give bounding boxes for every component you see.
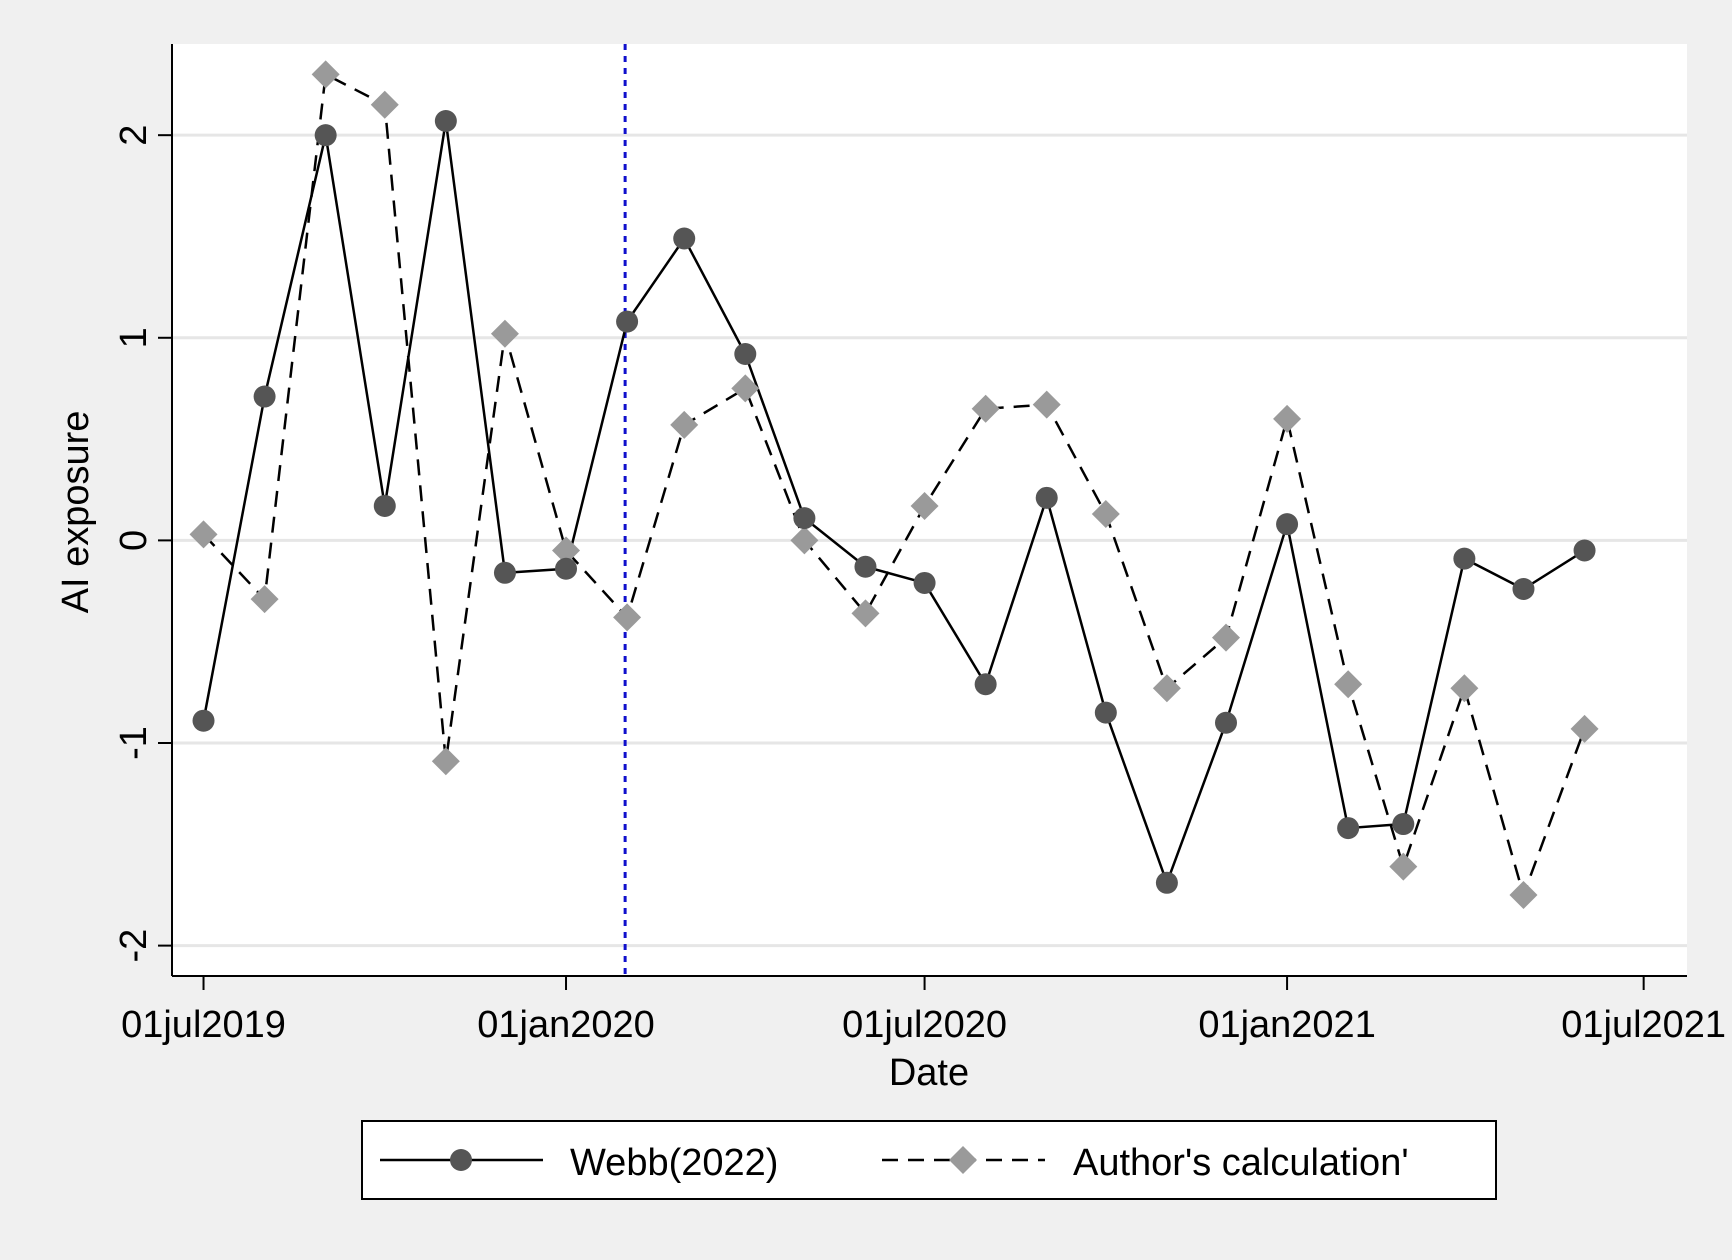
legend-key-marker-webb [450,1149,472,1171]
data-point-webb [854,555,877,578]
data-point-author [613,603,642,632]
data-point-author [189,520,218,549]
data-point-author [311,60,340,89]
data-point-author [1389,852,1418,881]
legend-key-marker-author [949,1146,977,1174]
series-line-author [202,72,1586,899]
data-point-author [370,90,399,119]
data-point-author [552,536,581,565]
x-tick-label: 01jul2020 [842,1004,1007,1046]
legend-keys [380,1146,1045,1174]
data-point-webb [673,227,696,250]
data-point-author [1273,404,1302,433]
data-point-author [1152,674,1181,703]
y-tick-label: 2 [113,125,155,146]
data-point-webb [974,673,997,696]
data-point-author [790,526,819,555]
data-point-author [431,747,460,776]
data-point-webb [314,124,337,147]
y-tick-label: 1 [113,327,155,348]
x-tick-label: 01jan2020 [477,1004,655,1046]
y-tick-label: 0 [113,530,155,551]
data-point-author [731,374,760,403]
data-point-author [1509,880,1538,909]
data-point-webb [1392,813,1415,836]
data-point-webb [1276,513,1299,536]
data-point-webb [1214,711,1237,734]
data-point-webb [1155,871,1178,894]
data-point-webb [1035,486,1058,509]
x-tick-label: 01jan2021 [1198,1004,1376,1046]
data-point-author [1211,623,1240,652]
y-axis-title: AI exposure [55,411,97,614]
data-point-author [670,410,699,439]
data-point-author [910,491,939,520]
data-point-author [490,319,519,348]
y-tick-label: -2 [113,929,155,963]
data-point-author [1570,714,1599,743]
data-point-author [1091,500,1120,529]
series-layer [189,60,1599,909]
data-point-webb [434,109,457,132]
data-point-webb [192,709,215,732]
x-tick-label: 01jul2019 [121,1004,286,1046]
data-point-webb [1453,547,1476,570]
data-point-webb [1337,817,1360,840]
data-point-author [1032,390,1061,419]
data-point-author [1334,670,1363,699]
data-point-webb [253,385,276,408]
data-point-webb [793,507,816,530]
x-tick-label: 01jul2021 [1561,1004,1726,1046]
y-tick-label: -1 [113,726,155,760]
data-point-webb [1094,701,1117,724]
data-point-webb [734,342,757,365]
data-point-webb [373,494,396,517]
data-point-webb [913,571,936,594]
legend: Webb(2022) Author's calculation' [361,1120,1497,1200]
data-point-author [971,394,1000,423]
data-point-webb [1512,578,1535,601]
legend-label-author: Author's calculation' [1073,1142,1409,1184]
data-point-webb [555,557,578,580]
data-point-webb [493,561,516,584]
data-point-author [250,585,279,614]
data-point-author [1450,674,1479,703]
data-point-webb [1573,539,1596,562]
data-point-author [851,599,880,628]
legend-frame [361,1120,1497,1200]
legend-label-webb: Webb(2022) [570,1142,778,1184]
axes: 2 1 0 -1 -2 01jul2019 01jan2020 01jul2020 01jan2… [113,44,1726,1046]
data-point-webb [616,310,639,333]
x-axis-title: Date [889,1052,969,1094]
